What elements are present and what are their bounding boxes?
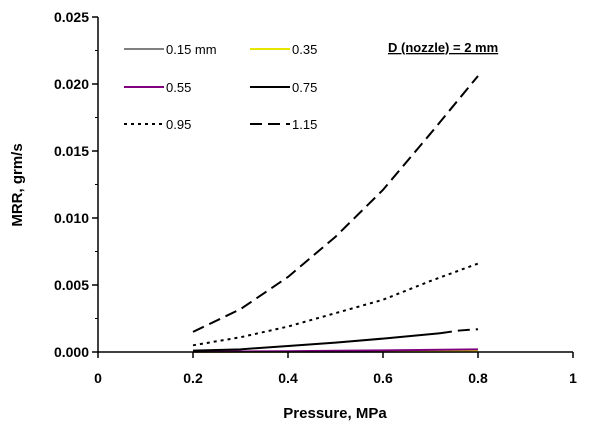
legend-label-4: 0.95 <box>166 117 191 132</box>
y-tick-label-2: 0.010 <box>54 210 89 226</box>
x-tick-label-3: 0.6 <box>373 370 393 386</box>
y-axis-title: MRR, grm/s <box>9 143 26 226</box>
x-tick-label-4: 0.8 <box>468 370 488 386</box>
annotation-nozzle: D (nozzle) = 2 mm <box>388 40 498 55</box>
legend-label-5: 1.15 <box>292 117 317 132</box>
x-tick-label-0: 0 <box>94 370 102 386</box>
legend-label-1: 0.35 <box>292 42 317 57</box>
series-line-6 <box>439 328 479 335</box>
y-tick-label-3: 0.015 <box>54 143 89 159</box>
y-tick-label-0: 0.000 <box>54 344 89 360</box>
series-line-3 <box>192 332 441 352</box>
legend: 0.15 mm 0.35 0.55 0.75 0.95 1.15 <box>124 42 317 132</box>
ticks-layer: 0.000 0.005 0.010 0.015 0.020 0.025 0 0.2 0.4 0.6… <box>54 9 577 386</box>
y-tick-label-1: 0.005 <box>54 277 89 293</box>
series-line-5 <box>192 75 479 333</box>
y-tick-label-5: 0.025 <box>54 9 89 25</box>
x-tick-label-2: 0.4 <box>278 370 298 386</box>
x-axis-title: Pressure, MPa <box>283 405 387 422</box>
x-tick-label-1: 0.2 <box>183 370 203 386</box>
legend-label-0: 0.15 mm <box>166 42 217 57</box>
legend-label-2: 0.55 <box>166 80 191 95</box>
y-tick-label-4: 0.020 <box>54 76 89 92</box>
series-line-4 <box>192 262 479 347</box>
legend-label-3: 0.75 <box>292 80 317 95</box>
x-tick-label-5: 1 <box>569 370 577 386</box>
